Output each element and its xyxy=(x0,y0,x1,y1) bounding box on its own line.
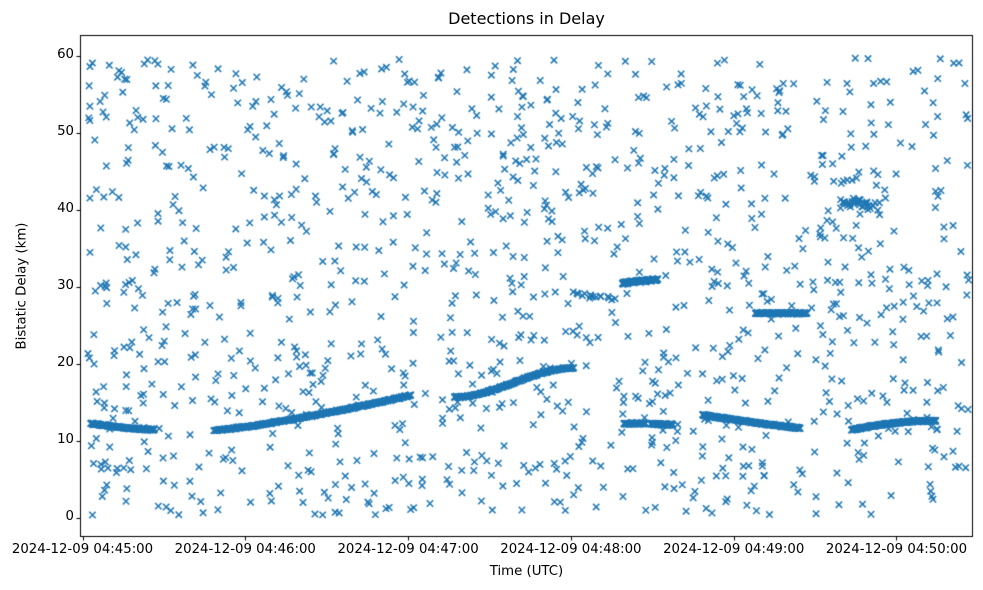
x-axis-label: Time (UTC) xyxy=(489,564,564,579)
y-tick-label: 40 xyxy=(57,200,74,216)
y-tick-label: 0 xyxy=(65,509,74,525)
x-tick-label: 2024-12-09 04:50:00 xyxy=(825,542,968,557)
y-tick-label: 10 xyxy=(57,432,74,448)
y-tick-label: 20 xyxy=(57,355,74,371)
y-tick-label: 60 xyxy=(57,46,74,62)
y-tick-label: 30 xyxy=(57,278,74,293)
x-tick-label: 2024-12-09 04:46:00 xyxy=(174,542,316,557)
x-tick-label: 2024-12-09 04:48:00 xyxy=(500,542,642,557)
chart-title: Detections in Delay xyxy=(448,9,605,28)
x-tick-label: 2024-12-09 04:49:00 xyxy=(663,542,805,557)
x-tick-label: 2024-12-09 04:47:00 xyxy=(337,542,479,557)
x-tick-label: 2024-12-09 04:45:00 xyxy=(11,542,154,557)
y-tick-label: 50 xyxy=(57,123,74,139)
